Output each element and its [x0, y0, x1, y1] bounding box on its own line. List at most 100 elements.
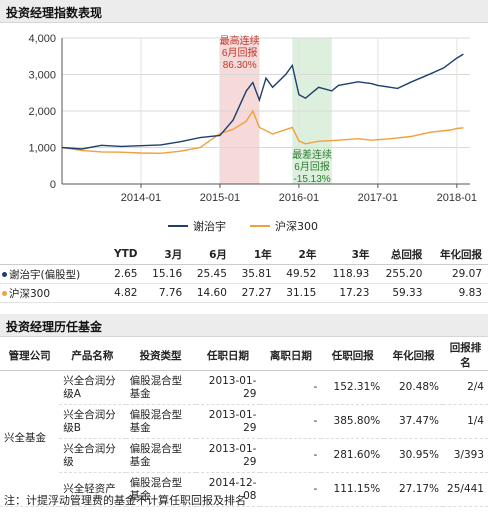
fund-rank: 25/441 — [443, 472, 488, 507]
fund-row: 兴全基金 兴全合润分级A 偏股混合型基金 2013-01-29 - 152.31… — [0, 370, 488, 507]
legend-item-benchmark[interactable]: 沪深300 — [250, 218, 318, 234]
fund-rank: 1/4 — [443, 404, 488, 439]
perf-cell: 27.27 — [232, 283, 278, 303]
fund-return: 281.60% — [321, 438, 385, 473]
series-line-manager — [61, 53, 464, 150]
perf-row-name: 沪深300 — [9, 287, 51, 300]
legend-label-manager: 谢治宇 — [193, 220, 226, 233]
perf-cell: 118.93 — [322, 264, 376, 284]
fund-rank: 2/4 — [443, 370, 488, 405]
y-tick-label: 0 — [50, 179, 56, 191]
performance-table: YTD 3月 6月 1年 2年 3年 总回报 年化回报 谢治宇(偏股型) 2.6… — [0, 244, 488, 303]
perf-header-total: 总回报 — [375, 244, 429, 265]
annotation-label: -15.13% — [293, 174, 330, 185]
perf-cell: 7.76 — [143, 283, 189, 303]
y-tick-label: 3,000 — [28, 70, 56, 82]
fund-return: 152.31% — [321, 370, 385, 405]
fund-annual-return: 27.17% — [384, 472, 444, 507]
legend-label-benchmark: 沪深300 — [275, 220, 318, 233]
legend-item-manager[interactable]: 谢治宇 — [168, 218, 226, 234]
funds-table: 管理公司 产品名称 投资类型 任职日期 离职日期 任职回报 年化回报 回报排名 … — [0, 340, 488, 507]
series-dot-icon — [2, 272, 7, 277]
perf-row-name: 谢治宇(偏股型) — [9, 268, 81, 281]
perf-cell: 15.16 — [143, 264, 189, 284]
index-performance-header: 投资经理指数表现 — [0, 0, 488, 23]
annotation-label: 最差连续 — [292, 148, 332, 161]
perf-header-2y: 2年 — [277, 244, 323, 265]
fund-history-header: 投资经理历任基金 — [0, 314, 488, 337]
fund-end-date: - — [260, 438, 322, 473]
x-tick-label: 2017-01 — [358, 192, 398, 204]
fund-start-date: 2013-01-29 — [195, 370, 261, 405]
funds-header-start: 任职日期 — [195, 340, 261, 371]
fund-start-date: 2013-01-29 — [195, 438, 261, 473]
fund-return: 385.80% — [321, 404, 385, 439]
fund-row: 兴全合润分级 偏股混合型基金 2013-01-29 - 281.60% 30.9… — [0, 438, 488, 473]
y-tick-label: 4,000 — [28, 33, 56, 45]
funds-header-end: 离职日期 — [260, 340, 322, 371]
performance-header-row: YTD 3月 6月 1年 2年 3年 总回报 年化回报 — [0, 244, 488, 265]
funds-header-company: 管理公司 — [0, 340, 60, 371]
series-line-benchmark — [61, 109, 464, 155]
fund-type: 偏股混合型基金 — [125, 404, 196, 439]
perf-cell: 59.33 — [375, 283, 429, 303]
x-tick-label: 2016-01 — [279, 192, 319, 204]
perf-header-ytd: YTD — [106, 244, 144, 265]
perf-cell: 31.15 — [277, 283, 323, 303]
annotation-label: 6月回报 — [294, 160, 330, 173]
perf-cell: 255.20 — [375, 264, 429, 284]
fund-end-date: - — [260, 370, 322, 405]
perf-row-name-cell: 沪深300 — [0, 283, 107, 303]
fund-type: 偏股混合型基金 — [125, 438, 196, 473]
footnote: 注：计提浮动管理费的基金不计算任职回报及排名 — [4, 494, 246, 507]
x-tick-label: 2014-01 — [121, 192, 161, 204]
perf-cell: 14.60 — [188, 283, 233, 303]
fund-end-date: - — [260, 472, 322, 507]
fund-name[interactable]: 兴全合润分级B — [59, 404, 126, 439]
fund-annual-return: 37.47% — [384, 404, 444, 439]
fund-type: 偏股混合型基金 — [125, 370, 196, 405]
perf-cell: 17.23 — [322, 283, 376, 303]
perf-cell: 25.45 — [188, 264, 233, 284]
performance-row-manager: 谢治宇(偏股型) 2.65 15.16 25.45 35.81 49.52 11… — [0, 264, 488, 284]
perf-header-blank — [0, 244, 107, 265]
legend-swatch-benchmark — [250, 225, 270, 227]
fund-return: 111.15% — [321, 472, 385, 507]
perf-header-3y: 3年 — [322, 244, 376, 265]
legend-swatch-manager — [168, 225, 188, 227]
perf-cell: 35.81 — [232, 264, 278, 284]
series-dot-icon — [2, 291, 7, 296]
fund-row: 兴全轻资产 偏股混合型基金 2014-12-08 - 111.15% 27.17… — [0, 472, 488, 507]
fund-annual-return: 30.95% — [384, 438, 444, 473]
annotation-label: 86.30% — [223, 60, 257, 71]
x-tick-label: 2018-01 — [437, 192, 477, 204]
chart-legend: 谢治宇 沪深300 — [0, 218, 488, 234]
funds-header-return: 任职回报 — [321, 340, 385, 371]
fund-name[interactable]: 兴全合润分级A — [59, 370, 126, 405]
index-performance-title: 投资经理指数表现 — [6, 6, 103, 20]
annotation-label: 6月回报 — [222, 46, 258, 59]
fund-start-date: 2014-12-08 — [195, 472, 261, 507]
funds-header-annual: 年化回报 — [384, 340, 444, 371]
funds-header-product: 产品名称 — [59, 340, 126, 371]
perf-row-name-cell: 谢治宇(偏股型) — [0, 264, 107, 284]
fund-company-cell: 兴全基金 — [0, 370, 60, 507]
funds-header-type: 投资类型 — [125, 340, 196, 371]
y-tick-label: 1,000 — [28, 143, 56, 155]
performance-row-benchmark: 沪深300 4.82 7.76 14.60 27.27 31.15 17.23 … — [0, 283, 488, 303]
perf-cell: 29.07 — [428, 264, 488, 284]
fund-row: 兴全合润分级B 偏股混合型基金 2013-01-29 - 385.80% 37.… — [0, 404, 488, 439]
fund-rank: 3/393 — [443, 438, 488, 473]
perf-header-3m: 3月 — [143, 244, 189, 265]
perf-cell: 49.52 — [277, 264, 323, 284]
x-tick-label: 2015-01 — [200, 192, 240, 204]
fund-name[interactable]: 兴全合润分级 — [59, 438, 126, 473]
perf-header-annual: 年化回报 — [428, 244, 488, 265]
fund-start-date: 2013-01-29 — [195, 404, 261, 439]
fund-annual-return: 20.48% — [384, 370, 444, 405]
perf-header-6m: 6月 — [188, 244, 233, 265]
fund-name[interactable]: 兴全轻资产 — [59, 472, 126, 507]
perf-cell: 2.65 — [106, 264, 144, 284]
annotation-label: 最高连续 — [220, 34, 260, 47]
y-tick-label: 2,000 — [28, 106, 56, 118]
